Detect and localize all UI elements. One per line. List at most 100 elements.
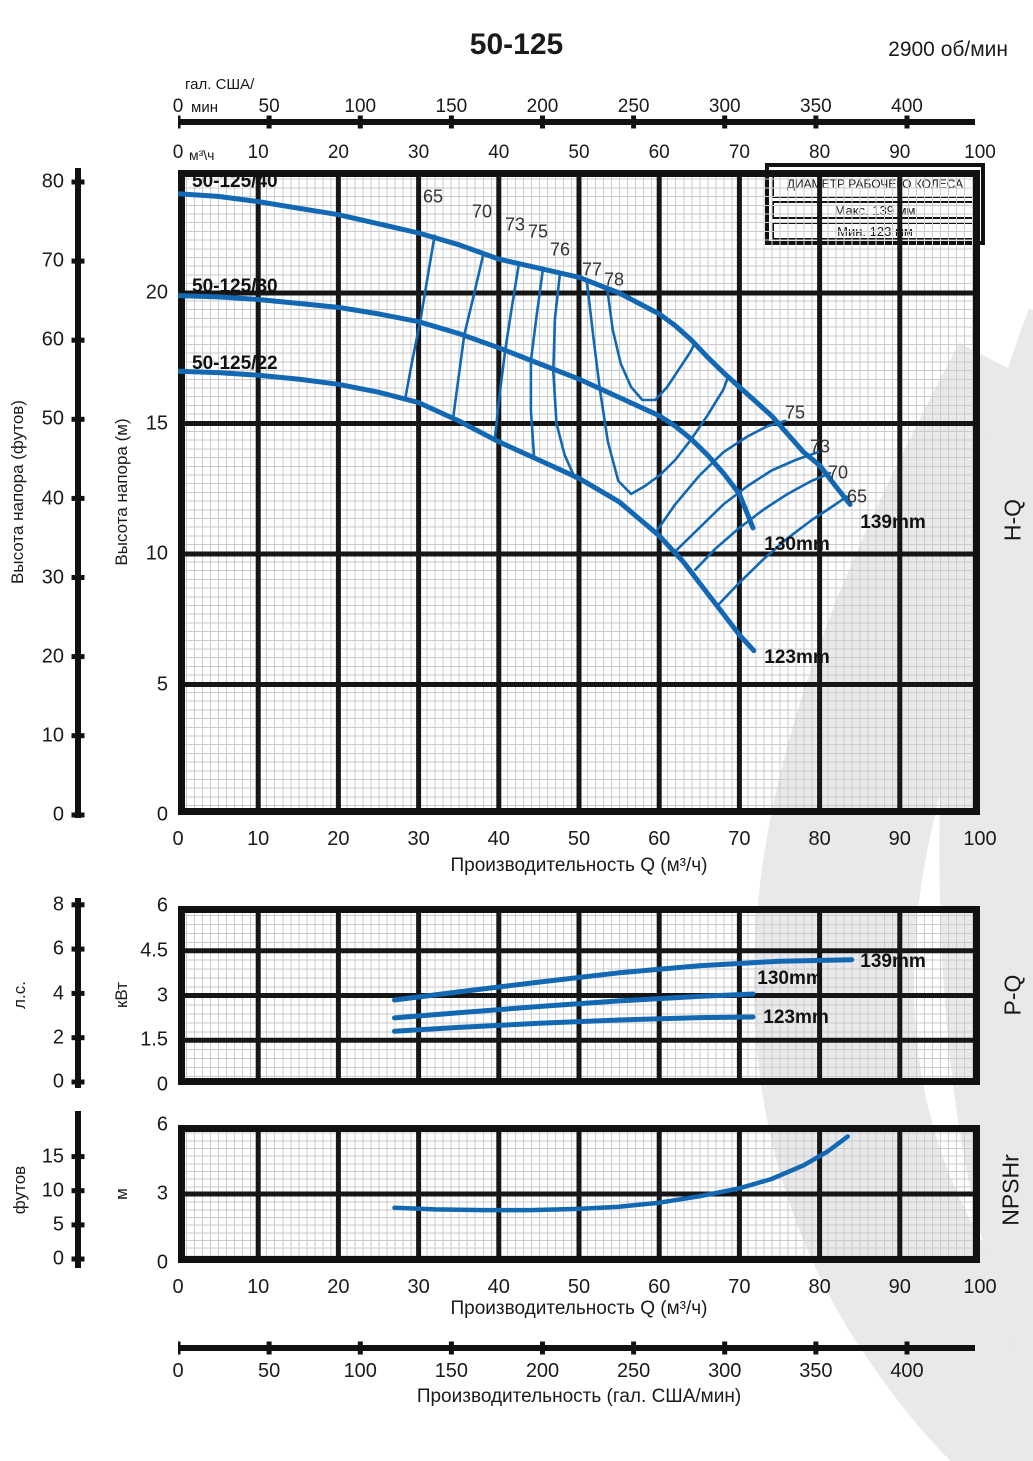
tick-label: 80 bbox=[808, 1276, 831, 1298]
tick-label: 250 bbox=[616, 1360, 651, 1382]
tick-label: 100 bbox=[963, 828, 997, 850]
head-m-ticks: 0 5 10 15 20 bbox=[98, 282, 168, 826]
tick-label: 100 bbox=[963, 1276, 997, 1298]
head-ft-axis-title: Высота напора (футов) bbox=[8, 400, 27, 584]
tick-label: 50 bbox=[41, 407, 64, 430]
eff-label-73-right: 73 bbox=[809, 436, 831, 457]
tick-label: 0 bbox=[52, 803, 64, 826]
tick-label: 80 bbox=[809, 142, 831, 163]
tick-label: 200 bbox=[525, 1360, 560, 1382]
axis-tick-mark bbox=[266, 115, 272, 129]
page-title: 50-125 bbox=[469, 28, 564, 61]
tick-label: 100 bbox=[964, 142, 996, 163]
hq-curve-123mm bbox=[178, 368, 757, 654]
tick-label: 4 bbox=[52, 982, 64, 1004]
hp-axis bbox=[71, 898, 85, 1088]
tick-label: 4.5 bbox=[140, 939, 168, 962]
tick-label: 350 bbox=[800, 96, 832, 117]
eff-label-75-top: 75 bbox=[527, 221, 549, 242]
efficiency-contour-76 bbox=[551, 273, 577, 480]
npsh-chart bbox=[178, 1125, 980, 1263]
pq-chart-canvas bbox=[178, 906, 980, 1085]
axis-tick-mark bbox=[540, 115, 545, 129]
axis-tick-mark bbox=[904, 115, 910, 129]
rpm-label: 2900 об/мин bbox=[888, 38, 1008, 61]
tick-label: 2 bbox=[52, 1026, 64, 1049]
tick-label: 150 bbox=[434, 1360, 469, 1382]
tick-label: 40 bbox=[41, 487, 64, 509]
head-m-axis-title: Высота напора (м) bbox=[112, 418, 131, 566]
axis-tick-mark bbox=[178, 1341, 181, 1355]
tick-label: 400 bbox=[891, 96, 923, 117]
axis-tick-mark bbox=[813, 115, 819, 129]
npsh-curve bbox=[392, 1134, 850, 1213]
axis-tick-mark bbox=[631, 1341, 637, 1355]
gal-bottom-axis bbox=[178, 1341, 975, 1355]
tick-label: 10 bbox=[247, 142, 269, 163]
tick-label: 250 bbox=[617, 96, 650, 117]
hq-curve-139mm bbox=[178, 191, 853, 507]
hp-ticks: 0 2 4 6 8 bbox=[24, 894, 64, 1093]
tick-label: 5 bbox=[52, 1213, 64, 1236]
axis-tick-mark bbox=[357, 115, 363, 129]
tick-label: 50 bbox=[567, 828, 591, 850]
eff-label-76-top: 76 bbox=[549, 239, 571, 260]
tick-label: 5 bbox=[156, 673, 168, 695]
tick-label: 20 bbox=[327, 1276, 350, 1298]
pq-label-139mm: 139mm bbox=[860, 951, 926, 972]
axis-tick-mark bbox=[904, 1341, 910, 1355]
hq-plot-border bbox=[178, 170, 980, 815]
tick-label: 30 bbox=[41, 566, 64, 589]
tick-label: 15 bbox=[41, 1145, 64, 1168]
axis-tick-mark bbox=[71, 654, 85, 660]
npsh-section-label: NPSHr bbox=[997, 1154, 1024, 1226]
axis-tick-mark bbox=[448, 115, 454, 129]
tick-label: 60 bbox=[648, 1276, 671, 1298]
axis-tick-mark bbox=[266, 1341, 272, 1355]
tick-label: 15 bbox=[145, 412, 168, 434]
tick-label: 10 bbox=[41, 1179, 64, 1202]
m3h-unit: м³\ч bbox=[189, 147, 215, 163]
kw-ticks: 0 1.5 3 4.5 6 bbox=[104, 895, 168, 1096]
eff-label-73-top: 73 bbox=[504, 214, 526, 235]
tick-label: 0 bbox=[172, 1360, 184, 1382]
tick-label: 1.5 bbox=[140, 1028, 168, 1051]
tick-label: 80 bbox=[808, 828, 831, 850]
tick-label: 0 bbox=[156, 803, 168, 826]
tick-label: 70 bbox=[728, 828, 751, 850]
pq-plot-border bbox=[178, 906, 980, 1085]
eff-label-70-top: 70 bbox=[471, 201, 493, 222]
tick-label: 150 bbox=[435, 96, 468, 117]
npsh-m-ticks: 0 3 6 bbox=[104, 1114, 168, 1274]
tick-label: 100 bbox=[344, 96, 377, 117]
tick-label: 10 bbox=[41, 724, 64, 747]
axis-tick-mark bbox=[71, 1035, 85, 1041]
efficiency-contour-78-loop bbox=[605, 286, 697, 402]
tick-label: 0 bbox=[172, 142, 184, 163]
hq-curve-130mm bbox=[178, 293, 756, 531]
tick-label: 50 bbox=[258, 96, 280, 117]
tick-label: 60 bbox=[648, 142, 670, 163]
pq-section-label: P-Q bbox=[999, 974, 1026, 1016]
tick-label: 30 bbox=[407, 1276, 430, 1298]
tick-label: 0 bbox=[172, 828, 184, 850]
axis-tick-mark bbox=[631, 115, 637, 129]
axis-tick-mark bbox=[71, 495, 85, 501]
hq-chart: 50-125/40 50-125/30 50-125/22 65 70 73 7… bbox=[178, 170, 980, 815]
axis-tick-mark bbox=[357, 1341, 363, 1355]
tick-label: 90 bbox=[888, 1276, 911, 1298]
axis-tick-mark bbox=[71, 990, 85, 996]
tick-label: 20 bbox=[327, 142, 349, 163]
tick-label: 10 bbox=[247, 1276, 270, 1298]
tick-label: 90 bbox=[889, 142, 911, 163]
pq-curve-139mm bbox=[392, 957, 855, 1003]
eff-label-78-top: 78 bbox=[603, 269, 625, 290]
tick-label: 0 bbox=[172, 96, 184, 117]
tick-label: 8 bbox=[52, 893, 64, 916]
tick-label: 50 bbox=[567, 1276, 591, 1298]
head-ft-ticks: 0 10 20 30 40 50 60 70 80 bbox=[24, 171, 64, 826]
axis-tick-mark bbox=[71, 575, 85, 580]
tick-label: 70 bbox=[41, 249, 64, 272]
tick-label: 0 bbox=[52, 1247, 64, 1270]
tick-label: 6 bbox=[156, 894, 168, 917]
